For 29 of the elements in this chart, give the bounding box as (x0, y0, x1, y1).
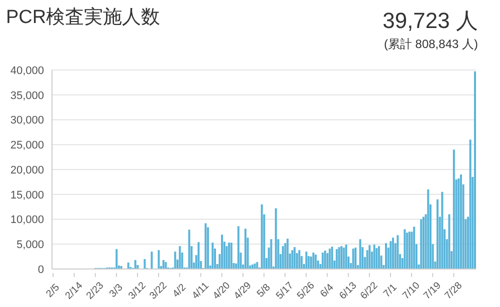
x-tick-label: 6/13 (338, 280, 360, 302)
y-tick-label: 10,000 (10, 214, 44, 226)
chart-title: PCR検査実施人数 (6, 6, 160, 30)
x-tick-label: 5/26 (295, 280, 318, 302)
x-tick-label: 2/5 (44, 282, 62, 300)
x-tick-label: 6/22 (358, 280, 380, 302)
y-tick-label: 35,000 (10, 90, 44, 102)
text: (累計 808,843 人) (382, 36, 478, 53)
y-tick-label: 5,000 (16, 239, 44, 252)
x-tick-label: 3/12 (126, 280, 149, 302)
y-tick-label: 30,000 (10, 114, 44, 127)
y-tick-label: 0 (38, 264, 44, 276)
y-tick-label: 20,000 (10, 164, 44, 176)
y-tick-label: 25,000 (10, 140, 44, 152)
y-tick-label: 15,000 (10, 189, 44, 202)
x-tick-label: 4/2 (170, 282, 189, 300)
x-tick-label: 7/19 (422, 280, 444, 302)
text: 39,723 人 (382, 7, 478, 35)
x-tick-label: 7/10 (400, 280, 423, 302)
x-tick-label: 4/29 (232, 280, 254, 302)
y-tick-label: 40,000 (10, 64, 44, 77)
x-tick-label: 5/8 (255, 282, 274, 300)
x-tick-label: 6/4 (318, 282, 336, 300)
x-tick-label: 7/1 (382, 282, 400, 300)
x-tick-label: 4/11 (190, 280, 212, 302)
x-tick-label: 3/22 (148, 280, 170, 302)
x-tick-label: 4/20 (211, 280, 233, 302)
x-tick-label: 7/28 (442, 280, 465, 302)
x-tick-label: 3/3 (108, 282, 126, 300)
